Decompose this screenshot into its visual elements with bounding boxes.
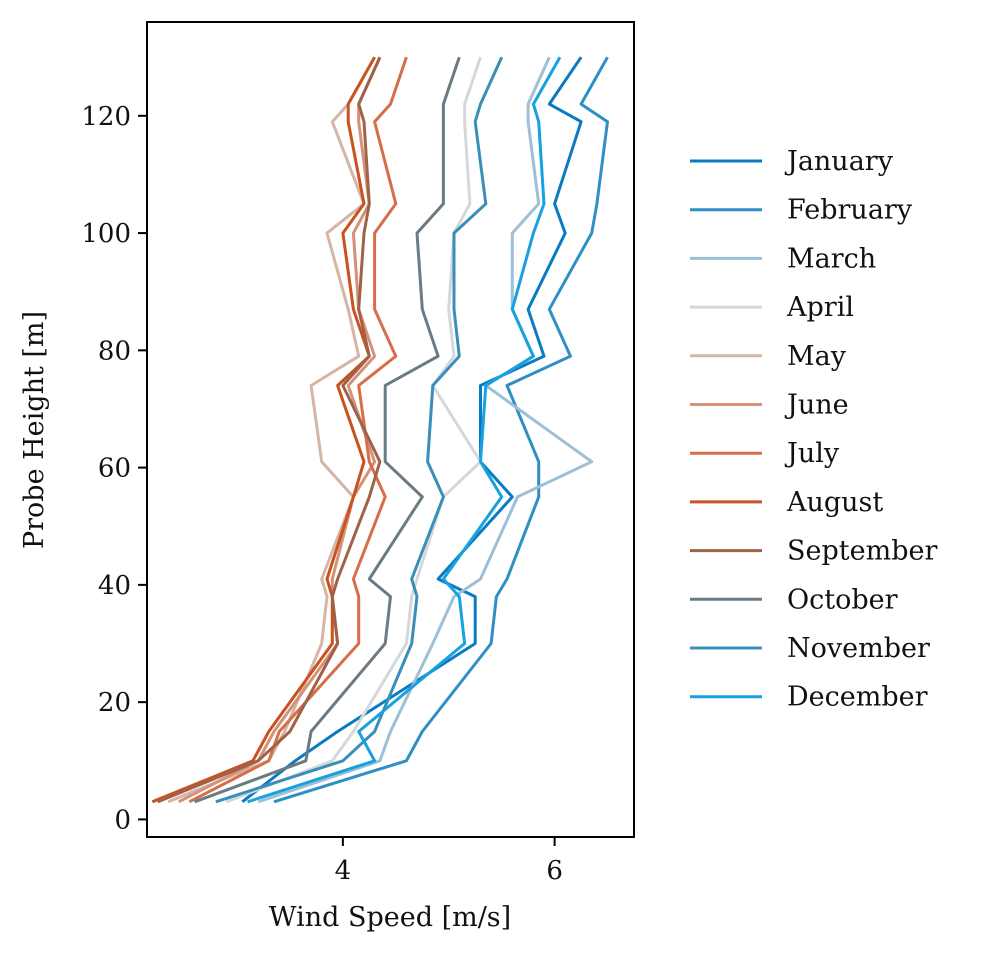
- legend-item-june: June: [690, 390, 849, 421]
- legend-item-september: September: [690, 536, 937, 567]
- series-line-november: [215, 56, 504, 804]
- legend-item-march: March: [690, 243, 876, 274]
- legend: January February March April May June July Augu…: [690, 146, 937, 713]
- y-tick-label: 0: [114, 805, 131, 835]
- legend-label: November: [787, 633, 930, 664]
- legend-item-october: October: [690, 584, 898, 615]
- y-axis-label: Probe Height [m]: [19, 311, 50, 549]
- legend-label: September: [787, 536, 937, 567]
- y-tick-label: 20: [98, 688, 131, 718]
- legend-item-april: April: [690, 292, 854, 323]
- legend-label: April: [786, 292, 854, 323]
- legend-label: October: [787, 584, 898, 615]
- legend-label: July: [784, 438, 840, 469]
- series-line-december: [247, 56, 562, 804]
- y-axis-ticks: 0 20 40 60 80 100 120: [81, 102, 147, 835]
- x-tick-label: 4: [335, 856, 352, 886]
- series-layer: [151, 56, 609, 804]
- legend-label: June: [784, 390, 849, 421]
- legend-item-january: January: [690, 146, 894, 177]
- series-line-january: [241, 56, 583, 803]
- x-tick-label: 6: [546, 856, 563, 886]
- legend-item-february: February: [690, 195, 913, 226]
- y-tick-label: 120: [81, 102, 131, 132]
- legend-item-july: July: [690, 438, 840, 469]
- legend-label: March: [787, 243, 876, 274]
- series-line-april: [225, 56, 482, 804]
- legend-item-may: May: [690, 341, 847, 372]
- y-tick-label: 100: [81, 219, 131, 249]
- legend-item-december: December: [690, 682, 928, 713]
- plot-frame: [146, 21, 635, 838]
- legend-label: August: [786, 487, 883, 518]
- legend-item-august: August: [690, 487, 883, 518]
- legend-label: February: [787, 195, 913, 226]
- series-line-february: [273, 56, 609, 804]
- series-line-september: [157, 56, 382, 804]
- legend-label: May: [787, 341, 847, 372]
- legend-label: January: [784, 146, 894, 177]
- series-line-may: [167, 56, 376, 804]
- x-axis-label: Wind Speed [m/s]: [269, 902, 511, 933]
- series-line-august: [151, 56, 376, 804]
- y-tick-label: 40: [98, 571, 131, 601]
- legend-label: December: [787, 682, 928, 713]
- y-tick-label: 60: [98, 454, 131, 484]
- legend-item-november: November: [690, 633, 930, 664]
- series-line-july: [188, 56, 408, 804]
- y-tick-label: 80: [98, 336, 131, 366]
- series-line-october: [194, 56, 461, 804]
